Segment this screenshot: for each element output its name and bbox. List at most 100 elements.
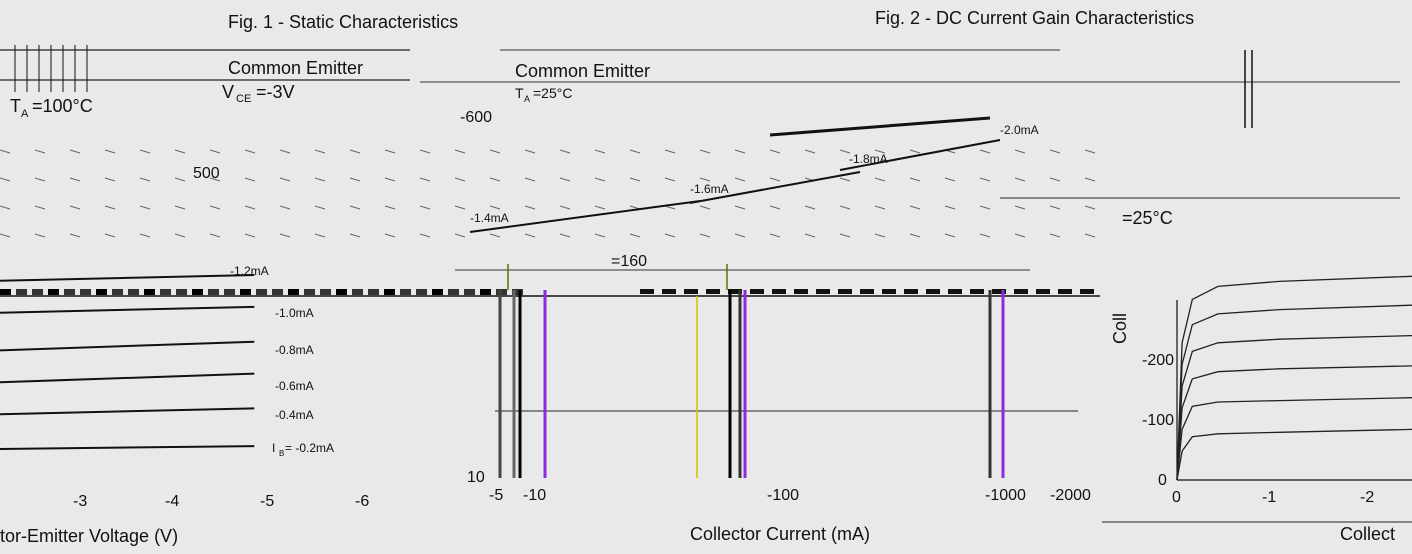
scan-noise-bar: [816, 289, 830, 294]
scan-noise-dash: [734, 177, 746, 182]
scan-noise-dash: [804, 233, 816, 238]
scan-noise-dash: [489, 149, 501, 154]
mid-annotation-25c: =25°C: [1122, 208, 1173, 228]
scan-noise-bar: [320, 289, 331, 295]
fig1-annotation-ta-value: =100°C: [32, 96, 93, 116]
scan-noise-dash: [1014, 177, 1026, 182]
scan-noise-dash: [139, 177, 151, 182]
scan-noise-bar: [64, 289, 75, 295]
fig1-series-label-ib-suffix: = -0.2mA: [285, 441, 334, 455]
scan-noise-bar: [904, 289, 918, 294]
mid-curve-1: [689, 171, 861, 204]
fig1-series-label-0p6: -0.6mA: [275, 379, 314, 393]
scan-noise-dash: [524, 149, 536, 154]
fig1-series-line-1: [0, 407, 255, 416]
scan-noise-bar: [240, 289, 251, 295]
mid-x-tick-minus1000: -1000: [985, 487, 1026, 504]
scan-noise-dash: [1014, 149, 1026, 154]
scan-noise-dash: [629, 149, 641, 154]
fig1-series-label-ib: I: [272, 441, 275, 455]
scan-noise-dash: [209, 233, 221, 238]
scan-noise-bar: [400, 289, 411, 295]
scan-noise-bar: [948, 289, 962, 294]
scan-noise-bar: [208, 289, 219, 295]
scan-noise-dash: [944, 177, 956, 182]
scan-noise-dash: [874, 233, 886, 238]
scan-noise-bar: [448, 289, 459, 295]
fig1-series-line-2: [0, 372, 255, 384]
scan-noise-dash: [314, 233, 326, 238]
scan-noise-bar: [432, 289, 443, 295]
fig1-annotation-common-emitter: Common Emitter: [228, 58, 363, 78]
scan-noise-bar: [176, 289, 187, 295]
scan-noise-dash: [349, 233, 361, 238]
scan-noise-bar: [706, 289, 720, 294]
scan-noise-dash: [734, 149, 746, 154]
fig1-series-line-5: [0, 274, 255, 282]
fig2-x-tick-minus2: -2: [1360, 489, 1374, 506]
scan-noise-dash: [419, 205, 431, 210]
mid-curve-top: [769, 116, 991, 137]
scan-noise-bar: [1080, 289, 1094, 294]
fig1-series-line-3: [0, 340, 255, 352]
scan-noise-dash: [1084, 233, 1096, 238]
scan-noise-dash: [244, 233, 256, 238]
scan-noise-dash: [314, 177, 326, 182]
scan-noise-dash: [769, 149, 781, 154]
scan-noise-dash: [699, 177, 711, 182]
scan-noise-bar: [192, 289, 203, 295]
scan-noise-dash: [174, 177, 186, 182]
scan-noise-dash: [34, 205, 46, 210]
mid-y-tick-minus600: -600: [460, 109, 492, 126]
fig2-y-axis-label: Coll: [1110, 313, 1130, 344]
scan-noise-dash: [1049, 177, 1061, 182]
scan-noise-dash: [174, 149, 186, 154]
fig2-x-tick-minus1: -1: [1262, 489, 1276, 506]
scan-noise-bar: [416, 289, 427, 295]
scan-noise-bar: [1014, 289, 1028, 294]
fig1-series-line-0: [0, 445, 255, 450]
scan-noise-dash: [454, 149, 466, 154]
scan-noise-dash: [804, 205, 816, 210]
scan-noise-dash: [559, 205, 571, 210]
scan-noise-dash: [979, 205, 991, 210]
fig2-series-line-2: [1176, 365, 1412, 481]
scan-noise-bar: [480, 289, 491, 295]
mid-x-axis-label: Collector Current (mA): [690, 524, 870, 544]
scan-noise-dash: [1014, 233, 1026, 238]
scan-noise-dash: [594, 205, 606, 210]
fig2-title: Fig. 2 - DC Current Gain Characteristics: [875, 8, 1194, 28]
scan-noise-dash: [909, 233, 921, 238]
scan-noise-dash: [279, 177, 291, 182]
fig1-series-label-0p8: -0.8mA: [275, 343, 314, 357]
fig2-x-tick-0: 0: [1172, 489, 1181, 506]
scan-noise-dash: [34, 233, 46, 238]
scan-noise-dash: [349, 177, 361, 182]
scan-noise-dash: [279, 233, 291, 238]
scan-noise-bar: [16, 289, 27, 295]
mid-annotation-160: =160: [611, 253, 647, 270]
scan-noise-bar: [684, 289, 698, 294]
scan-noise-dash: [594, 149, 606, 154]
scan-noise-dash: [664, 233, 676, 238]
scan-noise-bar: [640, 289, 654, 294]
scan-noise-dash: [559, 177, 571, 182]
scan-noise-dash: [874, 177, 886, 182]
scan-noise-dash: [874, 205, 886, 210]
scan-noise-dash: [69, 233, 81, 238]
scan-noise-dash: [874, 149, 886, 154]
chart-marks: [0, 116, 1412, 481]
scan-noise-bar: [1036, 289, 1050, 294]
scan-noise-dash: [1084, 205, 1096, 210]
scan-noise-dash: [174, 233, 186, 238]
fig1-series-label-ib-sub: B: [279, 449, 284, 458]
scan-noise-dash: [559, 233, 571, 238]
fig1-title: Fig. 1 - Static Characteristics: [228, 12, 458, 32]
scan-noise-dash: [489, 205, 501, 210]
scan-noise-dash: [244, 149, 256, 154]
scan-noise-dash: [1014, 205, 1026, 210]
scan-noise-bar: [336, 289, 347, 295]
scan-noise-bar: [882, 289, 896, 294]
scan-noise-dash: [419, 233, 431, 238]
scan-noise-dash: [384, 149, 396, 154]
